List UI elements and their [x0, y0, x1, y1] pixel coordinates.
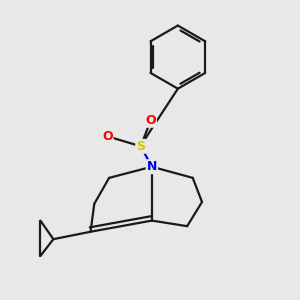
Text: O: O [102, 130, 112, 143]
Text: S: S [136, 140, 145, 153]
Text: N: N [147, 160, 157, 173]
Text: O: O [146, 114, 156, 127]
